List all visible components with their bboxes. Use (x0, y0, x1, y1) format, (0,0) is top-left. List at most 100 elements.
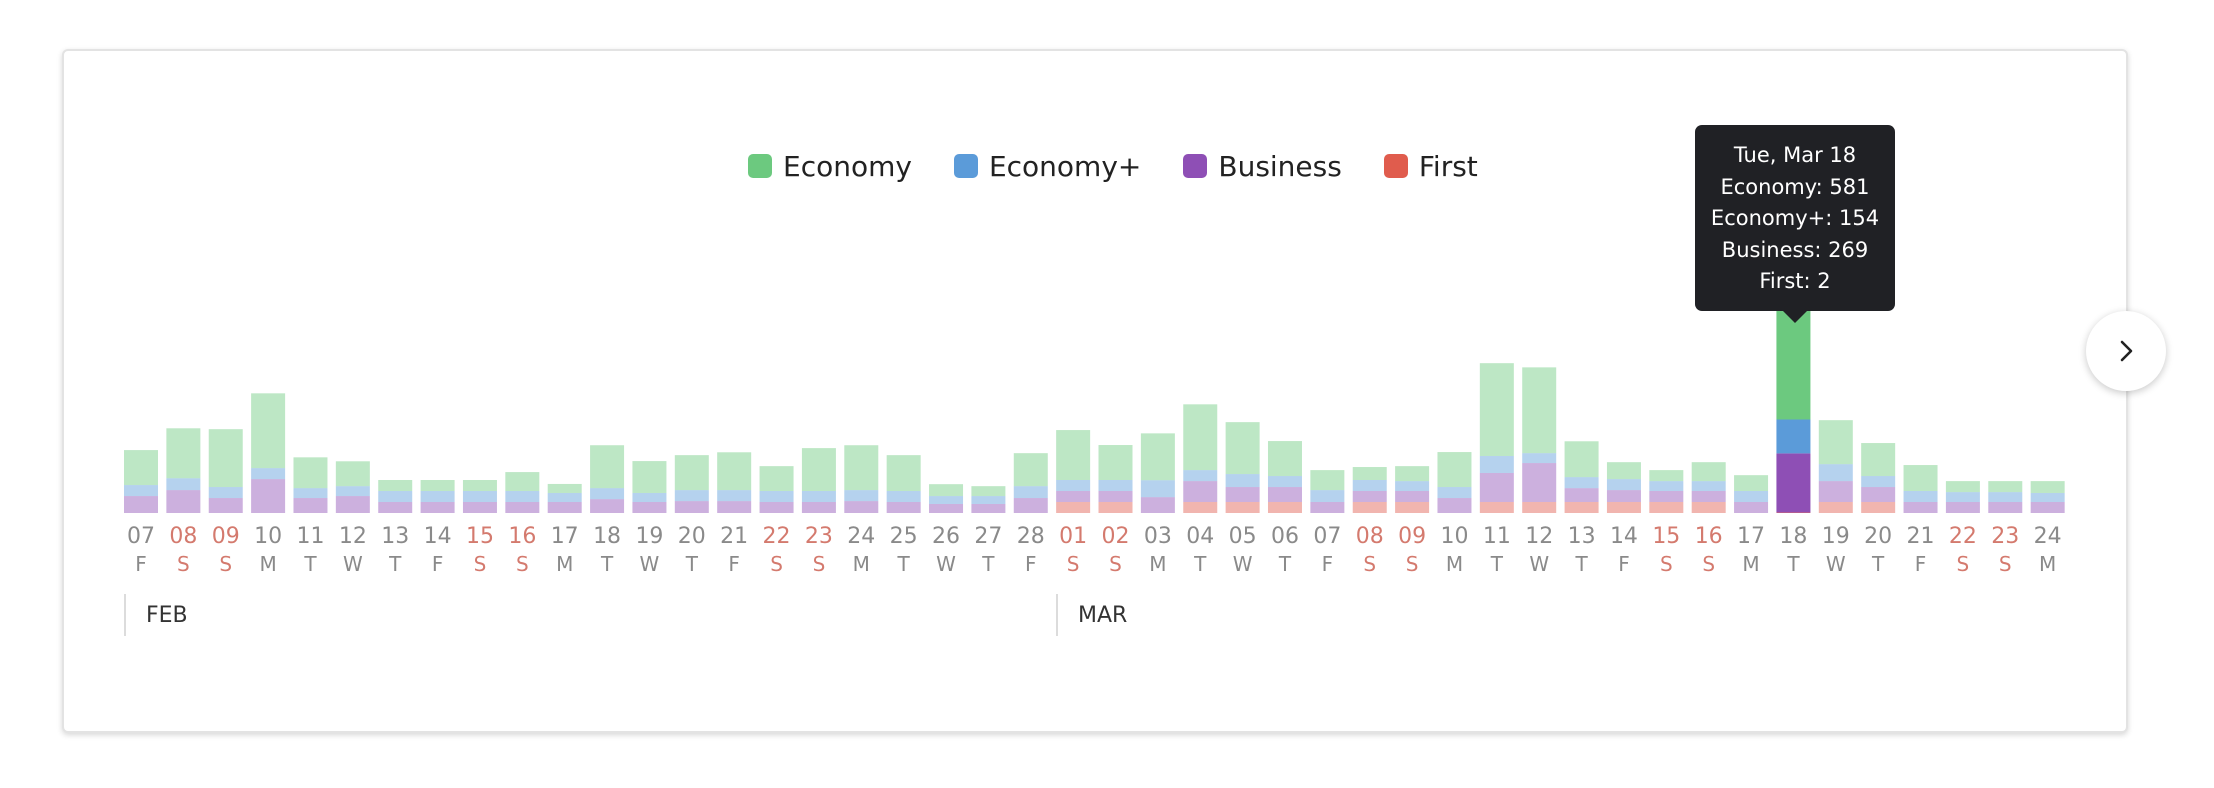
bar-segment-business[interactable] (378, 502, 413, 513)
bar-segment-economy[interactable] (1606, 462, 1641, 480)
bar-segment-economy-plus[interactable] (1861, 476, 1896, 488)
bar-group[interactable] (1098, 445, 1133, 513)
bar-group[interactable] (1140, 433, 1175, 513)
bar-segment-business[interactable] (1903, 502, 1938, 513)
bar-segment-business[interactable] (2030, 502, 2065, 513)
bar-segment-business[interactable] (971, 503, 1006, 513)
bar-group[interactable] (124, 450, 158, 513)
bar-group[interactable] (293, 457, 328, 513)
bar-segment-first[interactable] (1225, 502, 1260, 513)
bar-segment-first[interactable] (1395, 502, 1430, 513)
bar-segment-economy-plus[interactable] (1056, 480, 1091, 491)
bar-segment-economy[interactable] (1479, 363, 1514, 457)
bar-segment-economy-plus[interactable] (759, 491, 794, 502)
bar-segment-economy-plus[interactable] (1352, 480, 1387, 491)
bar-segment-business[interactable] (1437, 498, 1472, 513)
bar-segment-economy[interactable] (2030, 481, 2065, 493)
bar-segment-first[interactable] (1267, 502, 1302, 513)
bar-group[interactable] (1649, 470, 1684, 513)
bar-segment-economy[interactable] (378, 480, 413, 491)
bar-segment-economy-plus[interactable] (1013, 486, 1048, 499)
bar-segment-economy-plus[interactable] (886, 491, 921, 502)
bar-segment-economy[interactable] (462, 480, 497, 491)
bar-segment-business[interactable] (886, 502, 921, 513)
bar-segment-economy-plus[interactable] (801, 491, 836, 502)
bar-segment-business[interactable] (1098, 491, 1133, 502)
bar-segment-economy-plus[interactable] (971, 496, 1006, 504)
bar-segment-business[interactable] (717, 501, 752, 513)
bar-segment-economy[interactable] (929, 484, 964, 497)
bar-segment-economy-plus[interactable] (1225, 474, 1260, 488)
bar-segment-economy[interactable] (1013, 453, 1048, 487)
bar-segment-business[interactable] (1479, 472, 1514, 502)
bar-group[interactable] (759, 466, 794, 513)
bar-segment-business[interactable] (1818, 481, 1853, 502)
bar-segment-business[interactable] (1183, 481, 1218, 502)
bar-segment-economy-plus[interactable] (929, 496, 964, 504)
bar-segment-first[interactable] (1649, 502, 1684, 513)
bar-group[interactable] (717, 452, 752, 513)
bar-group[interactable] (2030, 481, 2065, 513)
bar-segment-economy-plus[interactable] (1098, 480, 1133, 491)
bar-segment-business[interactable] (759, 502, 794, 513)
bar-segment-economy[interactable] (632, 461, 667, 493)
bar-group[interactable] (1352, 467, 1387, 513)
bar-segment-business[interactable] (1988, 502, 2023, 513)
bar-segment-business[interactable] (1691, 491, 1726, 502)
bar-segment-economy-plus[interactable] (1395, 481, 1430, 491)
bar-segment-economy[interactable] (674, 455, 709, 491)
bar-group[interactable] (1903, 465, 1938, 513)
bar-segment-economy[interactable] (1818, 420, 1853, 465)
bar-segment-economy[interactable] (1395, 466, 1430, 482)
bar-segment-economy-plus[interactable] (717, 490, 752, 502)
bar-segment-economy-plus[interactable] (844, 490, 879, 502)
bar-group[interactable] (1310, 470, 1345, 513)
bar-segment-economy-plus[interactable] (166, 478, 201, 491)
bar-group[interactable] (1479, 363, 1514, 513)
bar-segment-economy[interactable] (420, 480, 455, 491)
bar-segment-business[interactable] (1395, 491, 1430, 502)
bar-segment-economy-plus[interactable] (1903, 491, 1938, 502)
bar-segment-economy[interactable] (759, 466, 794, 491)
bar-segment-economy-plus[interactable] (420, 491, 455, 502)
bar-group[interactable] (1776, 291, 1811, 513)
bar-segment-economy-plus[interactable] (124, 485, 158, 497)
bar-segment-economy-plus[interactable] (1818, 464, 1853, 482)
bar-segment-economy[interactable] (844, 445, 879, 491)
bar-group[interactable] (1395, 466, 1430, 513)
bar-segment-economy-plus[interactable] (674, 490, 709, 502)
bar-segment-economy-plus[interactable] (590, 488, 625, 500)
bar-segment-economy-plus[interactable] (1606, 479, 1641, 491)
bar-group[interactable] (462, 480, 497, 513)
bar-group[interactable] (1183, 404, 1218, 513)
bar-segment-economy-plus[interactable] (1267, 476, 1302, 488)
bar-segment-first[interactable] (1691, 502, 1726, 513)
bar-segment-economy-plus[interactable] (1183, 470, 1218, 482)
bar-segment-business[interactable] (1861, 487, 1896, 502)
bar-segment-economy[interactable] (166, 428, 201, 479)
bar-group[interactable] (632, 461, 667, 513)
bar-group[interactable] (929, 484, 964, 513)
bar-group[interactable] (1734, 475, 1769, 513)
bar-segment-economy-plus[interactable] (1437, 487, 1472, 499)
bar-segment-economy-plus[interactable] (1734, 491, 1769, 502)
bar-group[interactable] (208, 429, 243, 513)
bar-segment-business[interactable] (1267, 487, 1302, 502)
bar-segment-business[interactable] (251, 479, 286, 513)
bar-segment-first[interactable] (1522, 502, 1557, 513)
legend-item-economy-plus[interactable]: Economy+ (953, 150, 1141, 183)
bar-segment-business[interactable] (1352, 491, 1387, 502)
bar-segment-economy[interactable] (124, 450, 158, 486)
bar-segment-economy-plus[interactable] (1310, 490, 1345, 502)
bar-segment-economy[interactable] (1310, 470, 1345, 491)
bar-segment-economy-plus[interactable] (632, 492, 667, 502)
bar-segment-economy[interactable] (1988, 481, 2023, 493)
bar-group[interactable] (1225, 422, 1260, 513)
bar-segment-economy[interactable] (208, 429, 243, 488)
bar-group[interactable] (166, 428, 201, 513)
bar-segment-economy[interactable] (1945, 481, 1980, 493)
bar-segment-economy-plus[interactable] (1988, 492, 2023, 502)
bar-segment-business[interactable] (124, 496, 158, 513)
bar-segment-economy[interactable] (293, 457, 328, 489)
bar-group[interactable] (886, 455, 921, 513)
